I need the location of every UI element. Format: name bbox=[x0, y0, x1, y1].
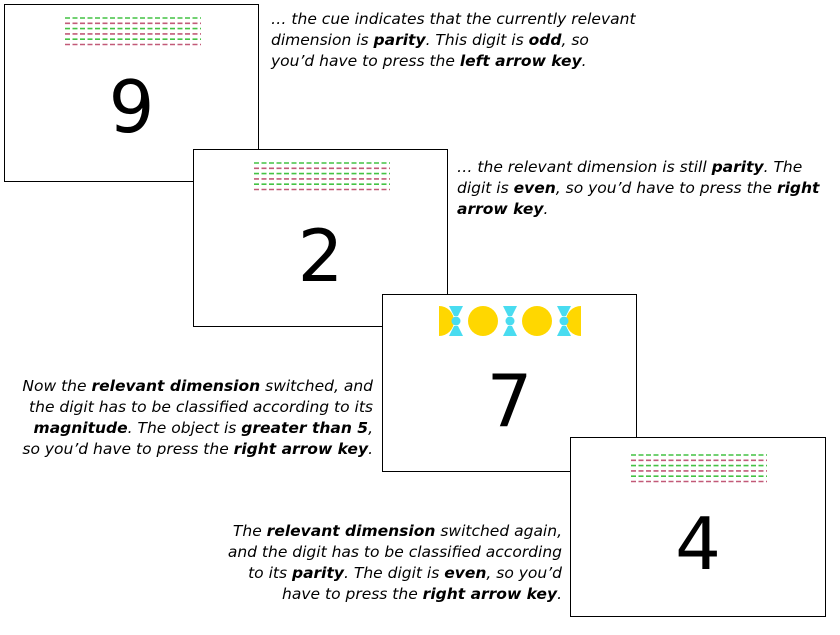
caption-emphasis: relevant dimension bbox=[266, 522, 436, 540]
caption-text: . This digit is bbox=[425, 31, 529, 49]
cue-dot bbox=[505, 316, 515, 326]
caption-text: . The digit is bbox=[344, 564, 445, 582]
caption-emphasis: relevant dimension bbox=[91, 377, 261, 395]
stimulus-digit: 9 bbox=[108, 65, 155, 149]
cue-circle bbox=[522, 306, 552, 336]
cue-dot bbox=[451, 316, 461, 326]
caption-emphasis: parity bbox=[291, 564, 345, 582]
caption-emphasis: even bbox=[513, 179, 556, 197]
caption-text: , so you’d have to press the bbox=[555, 179, 777, 197]
caption-emphasis: magnitude bbox=[33, 419, 128, 437]
caption-emphasis: right arrow key bbox=[457, 179, 820, 218]
caption-text: , so you’d have to press the bbox=[22, 419, 373, 458]
stimulus-digit: 7 bbox=[486, 359, 533, 443]
caption-emphasis: even bbox=[444, 564, 487, 582]
caption-text: . bbox=[557, 585, 562, 603]
caption-2: … the relevant dimension is still parity… bbox=[457, 157, 832, 220]
cue-half-circle bbox=[439, 306, 454, 336]
cue-triangle bbox=[503, 326, 517, 336]
magnitude-cue-shapes bbox=[439, 306, 581, 336]
caption-text: switched again, and the digit has to be … bbox=[227, 522, 562, 582]
stimulus-digit: 4 bbox=[675, 502, 721, 586]
caption-text: . bbox=[581, 52, 587, 70]
parity-cue-lines bbox=[254, 162, 390, 191]
cue-triangle bbox=[449, 326, 463, 336]
caption-emphasis: right arrow key bbox=[233, 440, 369, 458]
caption-text: The bbox=[232, 522, 267, 540]
caption-text: … the cue indicates that the currently r… bbox=[271, 10, 636, 49]
caption-emphasis: right arrow key bbox=[422, 585, 558, 603]
cue-dot bbox=[559, 316, 569, 326]
caption-1: … the cue indicates that the currently r… bbox=[271, 9, 636, 72]
caption-emphasis: parity bbox=[711, 158, 764, 176]
caption-text: . The digit is bbox=[457, 158, 803, 197]
caption-4: The relevant dimension switched again, a… bbox=[220, 521, 562, 605]
cue-triangle bbox=[557, 326, 571, 336]
caption-text: . bbox=[543, 200, 549, 218]
stimulus-digit: 2 bbox=[297, 214, 344, 298]
cue-circle bbox=[468, 306, 498, 336]
caption-text: Now the bbox=[22, 377, 92, 395]
cue-half-circle bbox=[566, 306, 581, 336]
caption-emphasis: parity bbox=[373, 31, 426, 49]
caption-text: , so you’d have to press the bbox=[271, 31, 589, 70]
caption-text: . The object is bbox=[127, 419, 242, 437]
caption-emphasis: left arrow key bbox=[459, 52, 582, 70]
parity-cue-lines bbox=[631, 454, 767, 483]
caption-text: … the relevant dimension is still bbox=[457, 158, 712, 176]
caption-emphasis: greater than 5 bbox=[241, 419, 369, 437]
caption-text: . bbox=[368, 440, 373, 458]
caption-text: , so you’d have to press the bbox=[282, 564, 562, 603]
cue-triangle bbox=[503, 306, 517, 316]
cue-triangle bbox=[449, 306, 463, 316]
stimulus-card-1: 9 bbox=[4, 4, 259, 182]
parity-cue-lines bbox=[65, 17, 201, 46]
stimulus-card-4: 4 bbox=[570, 437, 826, 617]
caption-text: switched, and the digit has to be classi… bbox=[29, 377, 373, 416]
caption-3: Now the relevant dimension switched, and… bbox=[14, 376, 373, 460]
caption-emphasis: odd bbox=[528, 31, 562, 49]
cue-triangle bbox=[557, 306, 571, 316]
